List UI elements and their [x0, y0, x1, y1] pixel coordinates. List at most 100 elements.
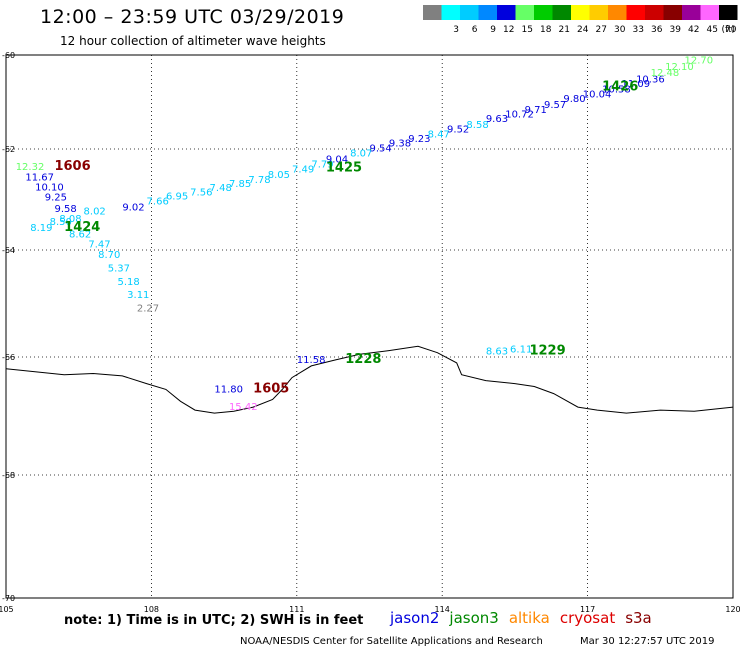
wave-height-value: 12.48: [651, 68, 680, 79]
legend-label: 24: [577, 25, 589, 35]
legend-swatch: [719, 5, 738, 20]
wave-height-value: 8.19: [30, 223, 52, 234]
wave-height-value: 8.05: [268, 170, 290, 181]
wave-height-value: 3.11: [127, 290, 149, 301]
wave-height-value: 9.02: [122, 203, 144, 214]
pass-number: 1425: [326, 161, 362, 176]
legend-label: 45: [707, 25, 718, 35]
satellite-name: altika: [508, 609, 550, 627]
wave-height-value: 11.58: [297, 355, 326, 366]
legend-swatch: [571, 5, 590, 20]
legend-label: 39: [670, 25, 682, 35]
note-text: note: 1) Time is in UTC; 2) SWH is in fe…: [64, 613, 364, 628]
wave-height-value: 9.52: [447, 125, 469, 136]
wave-height-value: 8.08: [59, 214, 81, 225]
wave-height-value: 9.63: [486, 114, 508, 125]
pass-number: 1228: [345, 352, 381, 367]
wave-height-value: 9.38: [389, 139, 411, 150]
map-subtitle: 12 hour collection of altimeter wave hei…: [60, 34, 326, 48]
wave-height-value: 7.78: [248, 175, 270, 186]
satellite-name: jason3: [449, 609, 499, 627]
wave-height-value: 7.47: [88, 239, 110, 250]
legend-swatch: [589, 5, 608, 20]
legend-swatch: [460, 5, 479, 20]
wave-height-value: 12.10: [665, 62, 694, 73]
legend-label: 36: [651, 25, 663, 35]
lon-label: 117: [580, 605, 595, 614]
satellite-name: cryosat: [559, 609, 616, 627]
wave-height-value: 5.37: [108, 263, 130, 274]
timestamp-text: Mar 30 12:27:57 UTC 2019: [580, 636, 715, 647]
lat-label: -70: [2, 594, 15, 603]
wave-height-value: 10.72: [505, 110, 534, 121]
legend-unit: (ft): [721, 25, 735, 35]
satellite-name: jason2: [390, 609, 440, 627]
lat-label: -66: [2, 353, 15, 362]
wave-height-value: 7.56: [190, 187, 212, 198]
wave-height-value: 9.23: [408, 134, 430, 145]
legend-label: 21: [559, 25, 570, 35]
legend-label: 3: [453, 25, 459, 35]
wave-height-value: 11.67: [25, 172, 54, 183]
wave-height-value: 10.36: [636, 74, 665, 85]
wave-height-value: 7.66: [147, 197, 169, 208]
legend-swatch: [478, 5, 497, 20]
wave-height-value: 12.32: [16, 162, 45, 173]
legend-swatch: [682, 5, 701, 20]
wave-height-value: 12.70: [685, 55, 714, 66]
legend-label: 18: [540, 25, 552, 35]
legend-label: 6: [472, 25, 478, 35]
map-frame: [5, 54, 734, 599]
wave-height-value: 8.07: [350, 149, 372, 160]
legend-label: 15: [522, 25, 533, 35]
legend-label: 42: [688, 25, 699, 35]
wave-height-value: 9.71: [525, 105, 547, 116]
wave-height-value: 8.47: [428, 129, 450, 140]
legend-swatch: [515, 5, 534, 20]
pass-number: 1229: [529, 343, 565, 358]
lat-label: -60: [2, 51, 15, 60]
wave-height-value: 15.42: [229, 402, 258, 413]
wave-height-value: 9.54: [370, 144, 392, 155]
legend-swatch: [441, 5, 460, 20]
pass-number: 1426: [602, 79, 638, 94]
legend-swatch: [645, 5, 664, 20]
lon-label: 108: [144, 605, 159, 614]
legend-label: 27: [596, 25, 607, 35]
legend-label: 9: [490, 25, 496, 35]
legend-label: 70: [725, 25, 737, 35]
wave-height-value: 6.95: [166, 192, 188, 203]
wave-height-value: 8.62: [69, 229, 91, 240]
lon-label: 114: [435, 605, 450, 614]
wave-height-value: 9.57: [544, 100, 566, 111]
map-title: 12:00 – 23:59 UTC 03/29/2019: [40, 6, 345, 28]
pass-number: 1605: [253, 381, 289, 396]
color-legend: 3 6 9 12 15 18 21 24 27 30 33 36 39 42 45 70(ft): [423, 5, 738, 35]
wave-height-value: 7.48: [210, 183, 232, 194]
wave-height-value: 9.58: [54, 204, 76, 215]
wave-height-value: 11.09: [622, 79, 651, 90]
legend-swatch: [534, 5, 553, 20]
credit-text: NOAA/NESDIS Center for Satellite Applica…: [240, 636, 543, 647]
pass-number: 1606: [54, 159, 90, 174]
legend-swatch: [497, 5, 516, 20]
wave-height-value: 10.04: [583, 89, 612, 100]
lat-label: -62: [2, 145, 15, 154]
lon-label: 120: [725, 605, 740, 614]
satellite-name: s3a: [625, 609, 652, 627]
satellite-legend: jason2 jason3 altika cryosat s3a: [390, 609, 662, 627]
lon-label: 105: [0, 605, 14, 614]
wave-height-value: 7.49: [292, 165, 314, 176]
legend-swatch: [552, 5, 571, 20]
wave-height-value: 7.85: [229, 179, 251, 190]
legend-swatch: [663, 5, 682, 20]
wave-height-value: 7.79: [311, 160, 333, 171]
wave-height-value: 9.25: [45, 193, 67, 204]
legend-swatch: [608, 5, 627, 20]
legend-swatch: [423, 5, 442, 20]
legend-label: 12: [503, 25, 514, 35]
wave-height-value: 5.18: [117, 277, 139, 288]
wave-height-value: 2.27: [137, 304, 159, 315]
lat-label: -64: [2, 246, 15, 255]
